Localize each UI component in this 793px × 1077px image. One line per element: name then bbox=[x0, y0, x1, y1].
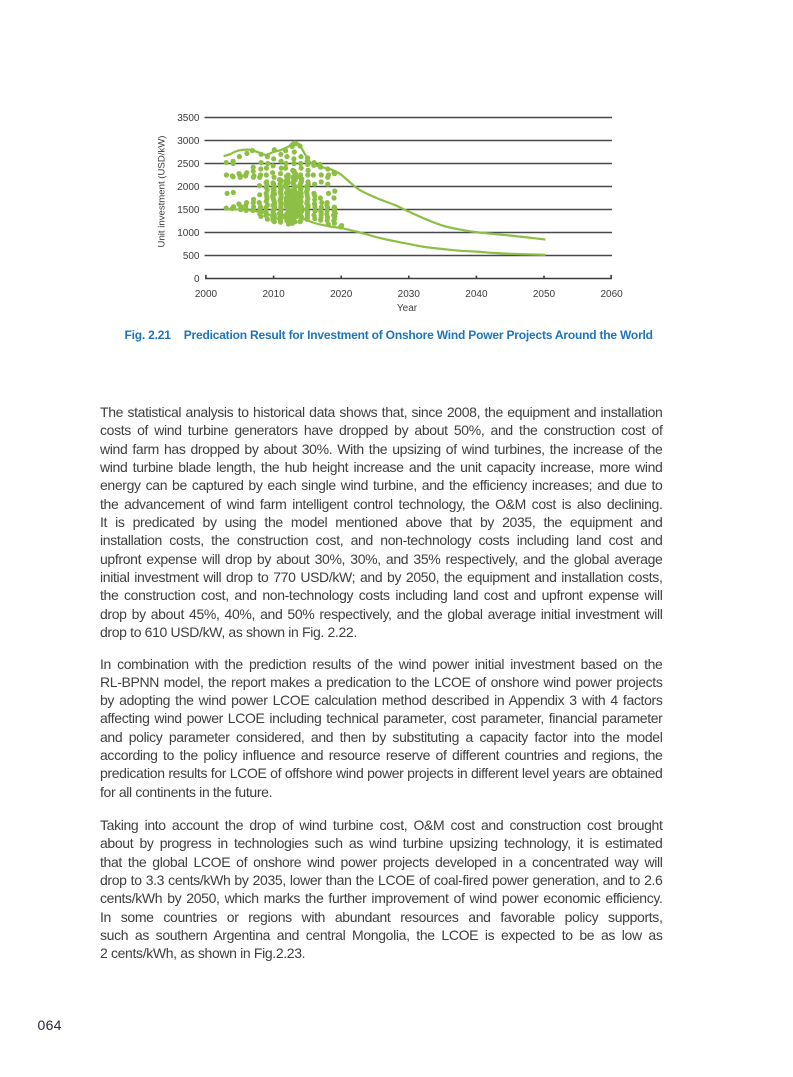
svg-text:2060: 2060 bbox=[600, 289, 623, 300]
svg-text:2030: 2030 bbox=[398, 289, 421, 300]
svg-text:2000: 2000 bbox=[177, 182, 200, 193]
svg-text:1500: 1500 bbox=[177, 205, 200, 216]
svg-text:2020: 2020 bbox=[330, 289, 353, 300]
svg-text:3000: 3000 bbox=[177, 136, 200, 147]
svg-text:2500: 2500 bbox=[177, 159, 200, 170]
svg-text:2040: 2040 bbox=[465, 289, 488, 300]
svg-text:1000: 1000 bbox=[177, 228, 200, 239]
svg-text:2010: 2010 bbox=[262, 289, 285, 300]
svg-text:2050: 2050 bbox=[533, 289, 556, 300]
svg-text:2000: 2000 bbox=[195, 289, 218, 300]
svg-text:Unit investment (USD/kW): Unit investment (USD/kW) bbox=[157, 136, 168, 248]
svg-text:500: 500 bbox=[183, 251, 200, 262]
svg-text:3500: 3500 bbox=[177, 113, 200, 124]
svg-text:Year: Year bbox=[397, 303, 418, 314]
svg-text:0: 0 bbox=[194, 274, 200, 285]
